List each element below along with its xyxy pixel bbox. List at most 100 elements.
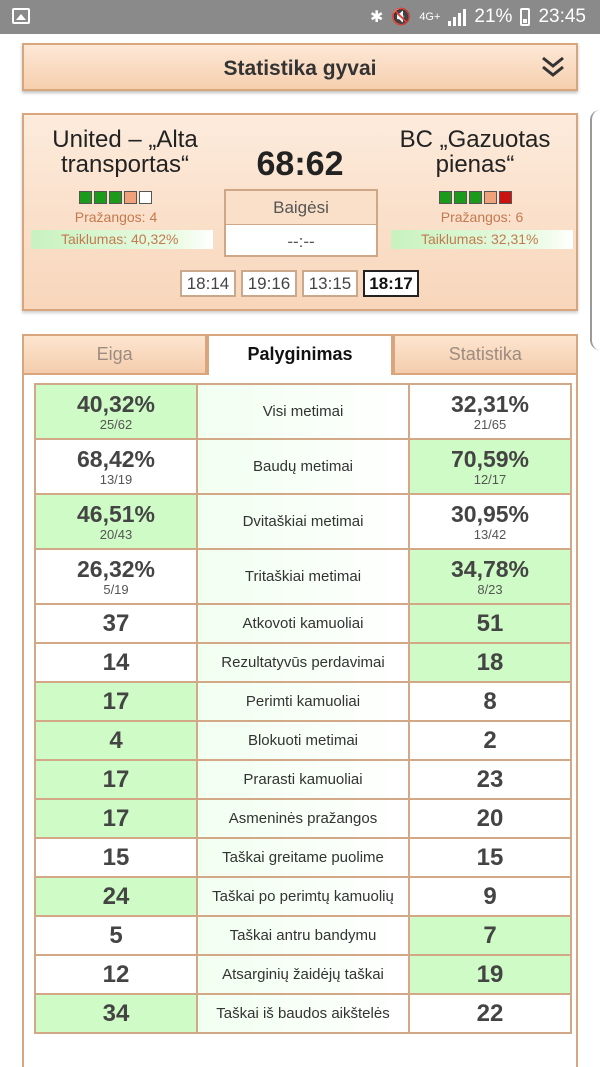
- away-stat-value: 51: [476, 609, 504, 637]
- home-stat-value: 17: [102, 804, 130, 832]
- stat-row: 26,32% 5/19 Tritaškiai metimai 34,78% 8/23: [34, 548, 572, 605]
- home-stat-value: 12: [102, 960, 130, 988]
- away-stat-cell: 22: [408, 993, 572, 1034]
- comparison-table: 40,32% 25/62 Visi metimai 32,31% 21/65 68,42%…: [34, 383, 572, 1034]
- foul-box: [469, 191, 482, 204]
- stat-label: Atsarginių žaidėjų taškai: [196, 954, 410, 995]
- quarter-button[interactable]: 13:15: [302, 270, 358, 297]
- home-stat-cell: 68,42% 13/19: [34, 438, 198, 495]
- stat-label: Baudų metimai: [196, 438, 410, 495]
- quarter-button[interactable]: 19:16: [241, 270, 297, 297]
- home-stat-cell: 17: [34, 681, 198, 722]
- away-stat-cell: 9: [408, 876, 572, 917]
- tab-palyginimas[interactable]: Palyginimas: [207, 334, 393, 375]
- stat-row: 12 Atsarginių žaidėjų taškai 19: [34, 954, 572, 995]
- away-stat-value: 22: [476, 999, 504, 1027]
- away-accuracy: Taiklumas: 32,31%: [391, 230, 573, 249]
- chevron-double-down-icon[interactable]: [540, 54, 566, 80]
- scoreboard: United – „Alta transportas“ Pražangos: 4…: [22, 113, 578, 311]
- home-stat-cell: 4: [34, 720, 198, 761]
- tab-statistika[interactable]: Statistika: [392, 334, 578, 375]
- home-team-name: United – „Alta transportas“: [52, 126, 198, 178]
- home-stat-fraction: 13/19: [99, 472, 133, 487]
- away-stat-cell: 30,95% 13/42: [408, 493, 572, 550]
- game-status-box: Baigėsi --:--: [224, 189, 378, 257]
- away-stat-cell: 19: [408, 954, 572, 995]
- stat-label: Atkovoti kamuoliai: [196, 603, 410, 644]
- away-stat-fraction: 8/23: [477, 582, 503, 597]
- game-clock: --:--: [287, 232, 315, 251]
- away-stat-cell: 20: [408, 798, 572, 839]
- foul-box: [124, 191, 137, 204]
- home-stat-value: 24: [102, 882, 130, 910]
- stat-row: 14 Rezultatyvūs perdavimai 18: [34, 642, 572, 683]
- stat-label: Taškai po perimtų kamuolių: [196, 876, 410, 917]
- home-stat-value: 40,32%: [76, 391, 155, 417]
- away-stat-value: 7: [483, 921, 497, 949]
- away-stat-value: 15: [476, 843, 504, 871]
- home-foul-indicators: [79, 191, 152, 204]
- away-team-name: BC „Gazuotas pienas“: [399, 126, 551, 178]
- home-stat-value: 4: [109, 726, 123, 754]
- stat-row: 4 Blokuoti metimai 2: [34, 720, 572, 761]
- status-bar: ✱ 🔇 4G+ 21% 23:45: [0, 0, 600, 34]
- home-stat-value: 37: [102, 609, 130, 637]
- home-stat-cell: 24: [34, 876, 198, 917]
- stat-label: Dvitaškiai metimai: [196, 493, 410, 550]
- stat-row: 37 Atkovoti kamuoliai 51: [34, 603, 572, 644]
- stat-label: Tritaškiai metimai: [196, 548, 410, 605]
- home-stat-fraction: 5/19: [103, 582, 129, 597]
- home-stat-value: 17: [102, 687, 130, 715]
- foul-box: [439, 191, 452, 204]
- match-score: 68:62: [256, 145, 344, 183]
- tab-eiga[interactable]: Eiga: [22, 334, 208, 375]
- stat-row: 15 Taškai greitame puolime 15: [34, 837, 572, 878]
- home-stat-value: 68,42%: [76, 446, 155, 472]
- tab-bar: Eiga Palyginimas Statistika: [22, 334, 578, 375]
- bluetooth-icon: ✱: [369, 9, 384, 26]
- away-stat-cell: 8: [408, 681, 572, 722]
- away-stat-fraction: 21/65: [473, 417, 507, 432]
- quarter-button[interactable]: 18:14: [180, 270, 236, 297]
- home-stat-cell: 34: [34, 993, 198, 1034]
- away-stat-cell: 32,31% 21/65: [408, 383, 572, 440]
- stat-label: Asmeninės pražangos: [196, 798, 410, 839]
- foul-box: [94, 191, 107, 204]
- home-stat-value: 5: [109, 921, 123, 949]
- stat-row: 5 Taškai antru bandymu 7: [34, 915, 572, 956]
- away-stat-value: 18: [476, 648, 504, 676]
- live-stats-header[interactable]: Statistika gyvai: [22, 43, 578, 91]
- away-stat-value: 9: [483, 882, 497, 910]
- away-stat-cell: 34,78% 8/23: [408, 548, 572, 605]
- foul-box: [454, 191, 467, 204]
- home-stat-cell: 15: [34, 837, 198, 878]
- header-title: Statistika gyvai: [223, 57, 377, 80]
- comparison-panel: 40,32% 25/62 Visi metimai 32,31% 21/65 68,42%…: [22, 375, 578, 1067]
- home-stat-cell: 17: [34, 798, 198, 839]
- home-stat-value: 46,51%: [76, 501, 155, 527]
- home-stat-value: 15: [102, 843, 130, 871]
- stat-row: 17 Perimti kamuoliai 8: [34, 681, 572, 722]
- away-stat-cell: 18: [408, 642, 572, 683]
- away-stat-value: 8: [483, 687, 497, 715]
- home-stat-cell: 14: [34, 642, 198, 683]
- away-stat-value: 20: [476, 804, 504, 832]
- home-stat-cell: 46,51% 20/43: [34, 493, 198, 550]
- foul-box: [139, 191, 152, 204]
- stat-row: 24 Taškai po perimtų kamuolių 9: [34, 876, 572, 917]
- home-stat-cell: 40,32% 25/62: [34, 383, 198, 440]
- home-accuracy: Taiklumas: 40,32%: [31, 230, 213, 249]
- stat-row: 46,51% 20/43 Dvitaškiai metimai 30,95% 13/42: [34, 493, 572, 550]
- signal-icon: [448, 8, 467, 26]
- foul-box: [109, 191, 122, 204]
- away-stat-value: 2: [483, 726, 497, 754]
- home-stat-cell: 17: [34, 759, 198, 800]
- away-stat-value: 70,59%: [450, 446, 529, 472]
- scroll-edge-indicator: [590, 110, 600, 350]
- stat-row: 17 Asmeninės pražangos 20: [34, 798, 572, 839]
- quarter-button[interactable]: 18:17: [363, 270, 419, 297]
- home-stat-cell: 12: [34, 954, 198, 995]
- stat-label: Taškai antru bandymu: [196, 915, 410, 956]
- home-stat-value: 14: [102, 648, 130, 676]
- stat-label: Rezultatyvūs perdavimai: [196, 642, 410, 683]
